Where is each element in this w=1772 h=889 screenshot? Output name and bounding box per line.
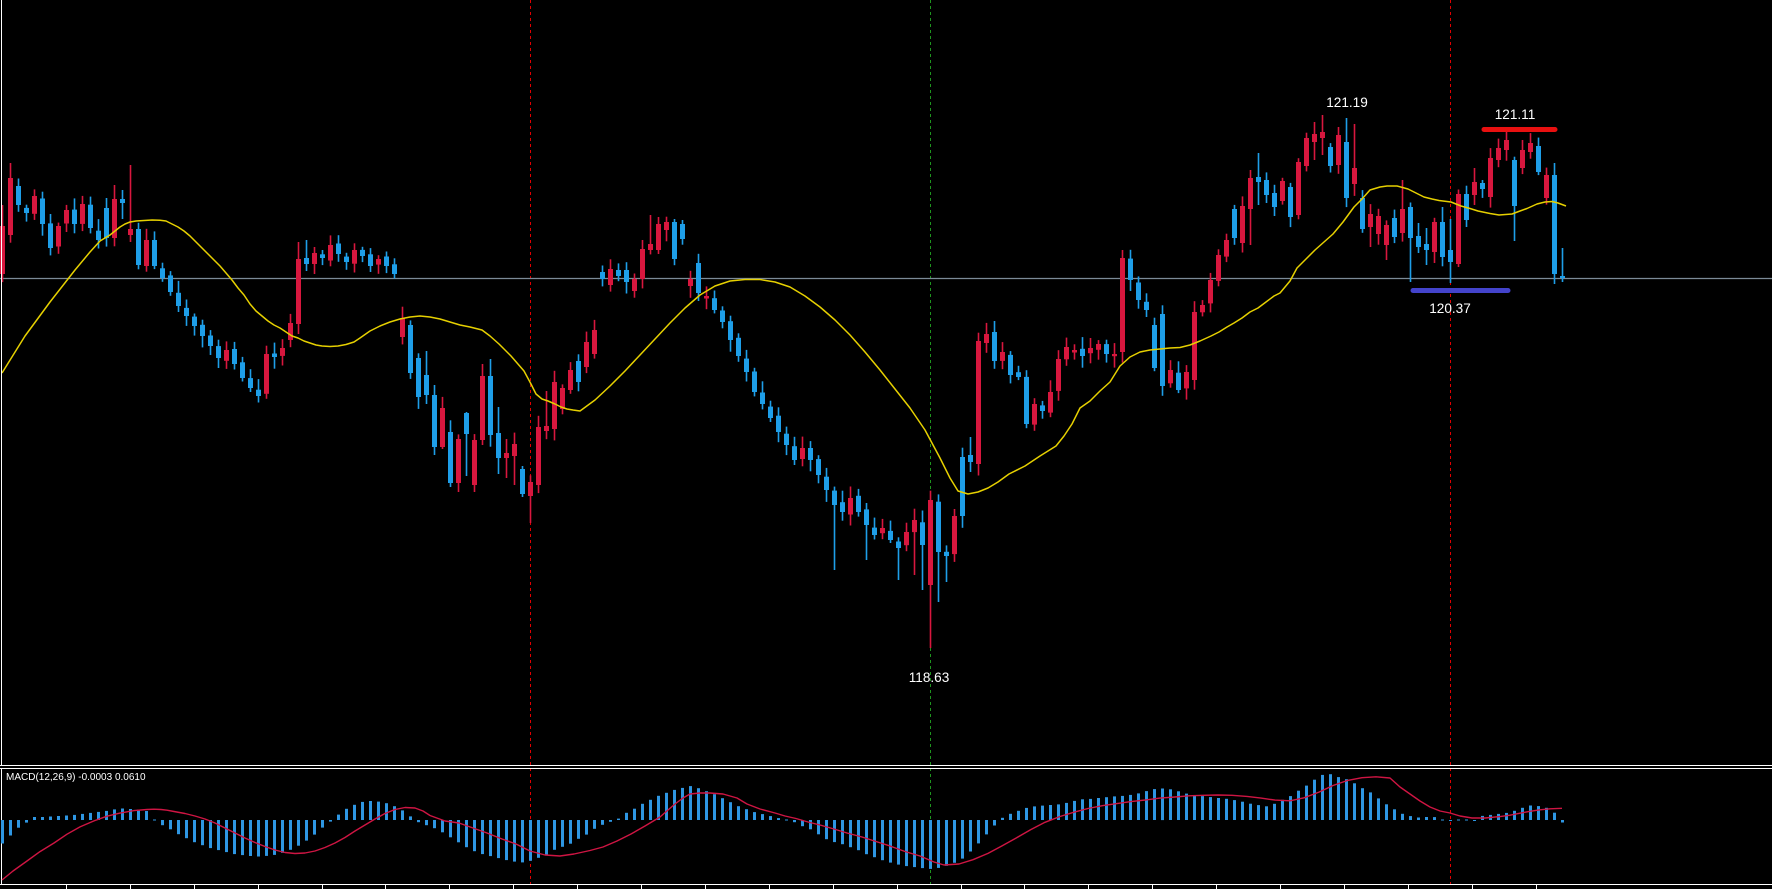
svg-text:118.63: 118.63 [909, 670, 950, 685]
svg-text:121.11: 121.11 [1495, 107, 1536, 122]
svg-text:120.37: 120.37 [1429, 301, 1471, 316]
svg-text:121.19: 121.19 [1326, 95, 1368, 110]
svg-text:MACD(12,26,9) -0.0003 0.0610: MACD(12,26,9) -0.0003 0.0610 [6, 772, 146, 783]
